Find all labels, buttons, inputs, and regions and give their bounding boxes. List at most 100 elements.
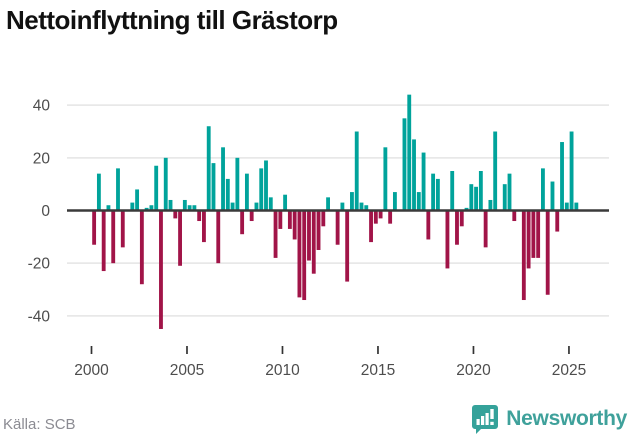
- bar-2004-Q4: [182, 199, 187, 211]
- newsworthy-logo[interactable]: Newsworthy: [471, 404, 627, 434]
- bar-2005-Q2: [192, 205, 197, 211]
- bar-2019-Q2: [459, 210, 464, 227]
- bar-2011-Q1: [302, 210, 307, 301]
- x-tick-label-2015: 2015: [361, 362, 395, 379]
- bar-2002-Q2: [135, 189, 140, 211]
- bar-2012-Q2: [326, 197, 330, 211]
- bar-2002-Q3: [139, 210, 144, 285]
- bar-2012-Q1: [321, 210, 326, 227]
- bar-2016-Q2: [402, 118, 407, 211]
- bar-2023-Q1: [531, 210, 536, 258]
- bar-2008-Q3: [254, 202, 259, 211]
- bar-2018-Q1: [435, 178, 440, 211]
- bar-2013-Q1: [340, 202, 345, 211]
- bar-2020-Q4: [488, 199, 493, 211]
- bar-2003-Q1: [149, 205, 154, 211]
- x-tick-label-2025: 2025: [552, 362, 586, 379]
- y-tick-label-20: 20: [33, 150, 51, 167]
- y-axis-labels: 40 20 0 -20 -40: [28, 98, 51, 326]
- bar-2021-Q1: [493, 131, 498, 211]
- bar-2003-Q4: [163, 157, 168, 211]
- bar-2008-Q1: [244, 173, 249, 211]
- bar-2011-Q4: [316, 210, 321, 250]
- bar-2025-Q1: [569, 131, 574, 211]
- bar-2000-Q4: [106, 205, 111, 211]
- bar-2024-Q2: [555, 210, 560, 232]
- newsworthy-bubble-icon: [472, 405, 499, 434]
- bar-2024-Q1: [550, 181, 555, 211]
- bar-2018-Q4: [450, 171, 455, 211]
- bar-2019-Q4: [469, 184, 474, 211]
- bar-2015-Q4: [392, 192, 397, 211]
- bar-2015-Q2: [383, 147, 388, 211]
- bar-2014-Q4: [373, 210, 378, 224]
- bar-2006-Q4: [221, 147, 225, 211]
- y-tick-label-40: 40: [33, 98, 51, 115]
- bar-2009-Q2: [268, 197, 273, 211]
- bar-2001-Q2: [116, 168, 120, 211]
- source-attribution: Källa: SCB: [3, 416, 76, 433]
- bar-2006-Q3: [216, 210, 221, 264]
- bar-2013-Q3: [350, 192, 354, 211]
- bar-2008-Q4: [259, 168, 264, 211]
- x-tick-label-2020: 2020: [456, 362, 491, 379]
- bar-2020-Q2: [478, 171, 483, 211]
- chart-title: Nettoinflyttning till Grästorp: [6, 5, 338, 35]
- bar-2015-Q3: [388, 210, 393, 224]
- y-tick-label-0: 0: [41, 203, 50, 220]
- gridlines: [67, 104, 609, 317]
- bar-2002-Q1: [130, 202, 135, 211]
- bar-2015-Q1: [378, 210, 383, 219]
- bar-2018-Q3: [445, 210, 450, 269]
- x-tick-label-2000: 2000: [74, 362, 109, 379]
- bar-2003-Q2: [154, 165, 159, 211]
- bar-2019-Q1: [455, 210, 459, 245]
- bar-2012-Q4: [335, 210, 340, 245]
- bar-2013-Q4: [354, 131, 359, 211]
- bar-2022-Q3: [521, 210, 526, 301]
- bar-2020-Q1: [474, 186, 479, 211]
- bar-2014-Q2: [364, 205, 369, 211]
- bar-2009-Q3: [273, 210, 278, 258]
- y-tick-label--20: -20: [28, 256, 51, 273]
- bar-2001-Q3: [120, 210, 125, 248]
- x-tick-label-2010: 2010: [265, 362, 300, 379]
- bar-2011-Q2: [307, 210, 311, 261]
- bar-2000-Q1: [92, 210, 97, 245]
- bar-2022-Q4: [526, 210, 531, 269]
- bar-2023-Q4: [545, 210, 550, 295]
- bar-2007-Q2: [230, 202, 235, 211]
- bar-2011-Q3: [311, 210, 316, 274]
- bar-2014-Q1: [359, 202, 364, 211]
- bar-2003-Q3: [159, 210, 163, 329]
- bar-2004-Q3: [178, 210, 182, 266]
- x-tick-label-2005: 2005: [170, 362, 204, 379]
- bar-2005-Q3: [197, 210, 202, 222]
- bar-2009-Q4: [278, 210, 283, 229]
- bar-2001-Q1: [111, 210, 116, 264]
- bar-2023-Q3: [541, 168, 545, 211]
- newsworthy-logo-text: Newsworthy: [506, 407, 627, 430]
- bar-2024-Q4: [564, 202, 569, 211]
- bar-2006-Q2: [211, 163, 216, 211]
- x-axis-labels: 2000 2005 2010 2015 2020 2025: [74, 346, 586, 379]
- bar-2022-Q1: [512, 210, 517, 222]
- bar-2004-Q2: [173, 210, 178, 219]
- bar-2007-Q4: [240, 210, 245, 235]
- bar-2010-Q3: [292, 210, 297, 240]
- bar-2020-Q3: [483, 210, 488, 248]
- y-tick-label--40: -40: [28, 308, 51, 325]
- bar-2009-Q1: [264, 160, 268, 211]
- bar-2010-Q2: [287, 210, 292, 229]
- bar-2008-Q2: [249, 210, 254, 222]
- bar-2004-Q1: [168, 199, 173, 211]
- bar-2024-Q3: [560, 142, 564, 211]
- bar-2021-Q3: [502, 184, 507, 211]
- bar-2000-Q3: [101, 210, 106, 272]
- bar-2021-Q4: [507, 173, 512, 211]
- bar-2000-Q2: [96, 173, 101, 211]
- bar-2010-Q4: [297, 210, 302, 298]
- bar-2016-Q4: [412, 139, 416, 211]
- bar-2016-Q3: [407, 94, 412, 211]
